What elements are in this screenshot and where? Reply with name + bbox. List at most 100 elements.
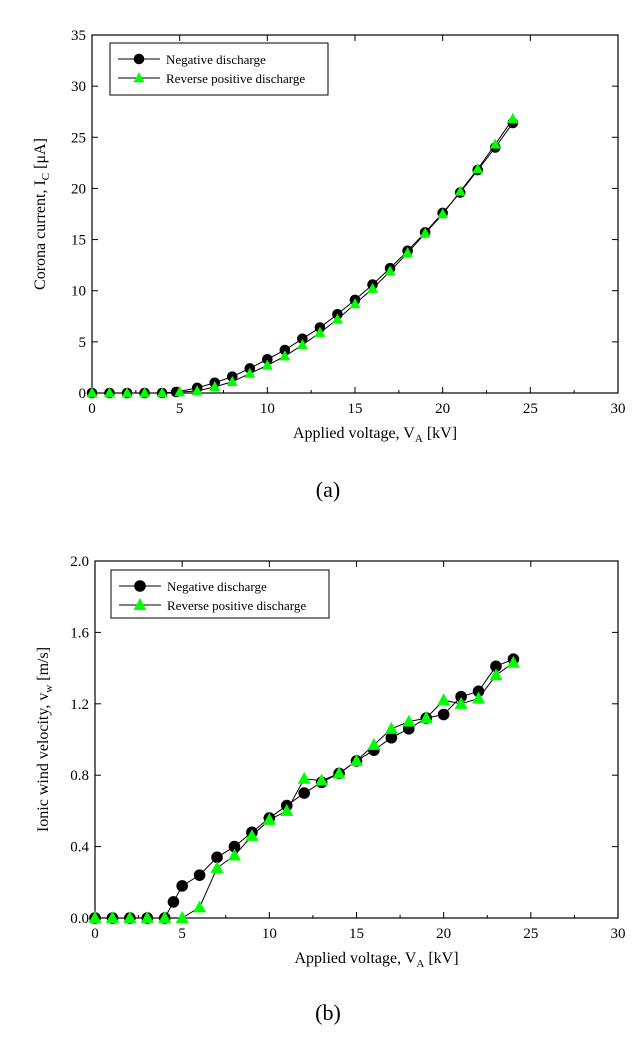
x-tick-label: 10	[262, 926, 277, 942]
data-point-circle	[167, 896, 180, 908]
x-tick-label: 5	[178, 926, 186, 942]
data-point-triangle	[315, 773, 329, 786]
y-tick-label: 0	[79, 386, 87, 402]
legend: Negative discharge Reverse positive disch…	[109, 42, 329, 96]
data-point-triangle	[419, 227, 431, 238]
legend-label: Reverse positive discharge	[167, 598, 306, 613]
x-tick-label: 0	[91, 926, 99, 942]
y-tick-label: 0.4	[70, 840, 89, 856]
x-tick-label: 10	[260, 401, 275, 417]
chart-panel-a: 0 5 10 15 20 25 30 0 5 10 15 20 25 30 35 Applied voltag…	[32, 28, 626, 445]
data-point-triangle	[331, 313, 343, 324]
data-point-triangle	[437, 693, 451, 706]
y-tick-label: 0.0	[70, 911, 89, 927]
y-tick-label: 25	[71, 130, 86, 146]
data-point-triangle	[507, 112, 519, 124]
data-point-circle	[437, 708, 450, 721]
data-point-triangle	[279, 350, 291, 361]
legend-marker-triangle	[133, 598, 147, 611]
chart-panel-b: 0 5 10 15 20 25 30 0.0 0.4 0.8 1.2 1.6 2.0 Applied vo…	[35, 554, 626, 970]
y-axis-label: Corona current, IC [μA]	[32, 138, 52, 290]
y-tick-label: 10	[71, 284, 86, 300]
panel-caption: (b)	[315, 1000, 341, 1025]
data-point-triangle	[419, 711, 433, 724]
data-point-circle	[298, 787, 311, 799]
data-point-triangle	[506, 655, 520, 668]
data-point-triangle	[245, 828, 259, 841]
data-point-triangle	[367, 737, 381, 750]
x-tick-label: 20	[435, 401, 450, 417]
data-point-triangle	[140, 911, 154, 924]
series-line	[92, 122, 514, 394]
data-point-triangle	[454, 185, 466, 196]
data-point-triangle	[297, 771, 311, 784]
data-point-triangle	[472, 163, 484, 174]
data-point-triangle	[104, 387, 116, 398]
series-reverse-positive	[88, 655, 520, 924]
y-tick-label: 2.0	[70, 554, 89, 570]
data-point-triangle	[209, 380, 221, 392]
series-line	[92, 118, 514, 394]
data-point-triangle	[156, 387, 168, 398]
data-point-triangle	[384, 265, 396, 276]
y-tick-label: 20	[71, 181, 86, 197]
data-point-triangle	[384, 721, 398, 734]
legend-label: Reverse positive discharge	[166, 71, 305, 86]
legend-label: Negative discharge	[167, 579, 267, 594]
panel-caption: (a)	[316, 477, 340, 502]
data-point-triangle	[123, 911, 137, 924]
data-point-triangle	[262, 812, 276, 825]
x-axis-label: Applied voltage, VA [kV]	[294, 950, 458, 970]
legend: Negative discharge Reverse positive disch…	[110, 569, 330, 619]
data-point-triangle	[227, 848, 241, 861]
y-axis-label: Ionic wind velocity, vw [m/s]	[35, 647, 55, 832]
legend-box	[109, 42, 329, 96]
data-point-triangle	[121, 387, 133, 398]
data-point-triangle	[174, 386, 186, 397]
y-tick-label: 15	[71, 233, 86, 249]
x-tick-label: 15	[348, 401, 363, 417]
data-point-triangle	[210, 861, 224, 874]
data-point-triangle	[280, 803, 294, 816]
data-point-triangle	[105, 911, 119, 924]
legend-marker-circle	[134, 580, 146, 592]
data-point-triangle	[226, 375, 238, 386]
x-tick-label: 30	[611, 926, 626, 942]
data-point-triangle	[472, 691, 486, 704]
y-tick-label: 30	[71, 79, 86, 95]
data-point-triangle	[261, 359, 273, 370]
data-point-triangle	[191, 385, 203, 396]
series-negative	[86, 117, 519, 399]
data-point-triangle	[402, 714, 416, 727]
data-point-triangle	[402, 246, 414, 258]
data-point-triangle	[489, 138, 501, 149]
x-tick-label: 25	[523, 401, 538, 417]
data-point-triangle	[489, 668, 503, 681]
series-reverse-positive	[86, 112, 519, 398]
data-point-triangle	[193, 900, 207, 913]
data-point-triangle	[158, 911, 172, 924]
data-point-triangle	[332, 766, 346, 779]
data-point-triangle	[88, 911, 102, 924]
x-tick-label: 20	[436, 926, 451, 942]
data-point-triangle	[349, 298, 361, 309]
data-point-triangle	[349, 753, 364, 766]
x-tick-label: 5	[176, 401, 184, 417]
data-point-triangle	[86, 387, 98, 398]
data-point-triangle	[454, 696, 468, 709]
x-tick-label: 0	[88, 401, 96, 417]
data-point-triangle	[314, 326, 326, 337]
y-tick-label: 5	[79, 335, 87, 351]
x-axis-label: Applied voltage, VA [kV]	[293, 425, 457, 445]
data-point-triangle	[139, 387, 151, 398]
legend-box	[110, 569, 330, 619]
data-point-triangle	[244, 367, 256, 378]
x-tick-label: 30	[611, 401, 626, 417]
data-point-triangle	[296, 339, 308, 350]
y-tick-label: 35	[71, 28, 86, 44]
x-tick-label: 25	[523, 926, 538, 942]
y-tick-label: 0.8	[70, 768, 89, 784]
legend-marker-triangle	[133, 72, 145, 83]
data-point-triangle	[175, 911, 189, 924]
